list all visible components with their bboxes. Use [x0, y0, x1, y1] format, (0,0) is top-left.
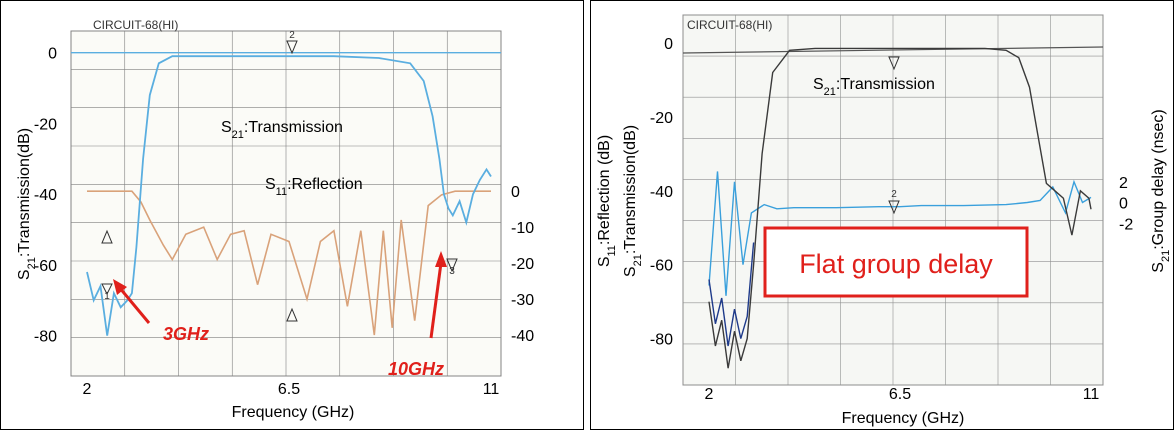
right-y-tick-label: 2 — [1119, 175, 1128, 192]
arrow-3ghz — [113, 279, 151, 324]
x-axis-ticks: 2 6.5 11 — [83, 381, 500, 398]
marker-2-label: 2 — [891, 189, 897, 200]
reference-line — [682, 46, 1104, 54]
marker-2-label: 2 — [289, 30, 295, 41]
x-tick-label: 2 — [83, 381, 92, 398]
s21-group-delay-chart: CIRCUIT-68(HI) 0 -20 -40 -60 -80 2 0 -2 2 6.5 11… — [596, 14, 1172, 427]
y-tick-label: -40 — [34, 187, 57, 204]
callout-box — [763, 226, 1029, 298]
right-y-tick-label: -30 — [511, 292, 534, 309]
y-tick-label: -20 — [34, 116, 57, 133]
callout-text: Flat group delay — [799, 249, 993, 279]
right-y-tick-label: -40 — [511, 328, 534, 345]
marker-1-label: 1 — [104, 291, 110, 302]
s21-transmission-line — [86, 55, 492, 336]
instrument-header: CIRCUIT-68(HI) — [93, 18, 178, 32]
y-axis-label-inner: S21:Transmission(dB) — [622, 125, 644, 277]
right-y-tick-label: -2 — [1119, 216, 1133, 233]
y-tick-label: -60 — [34, 258, 57, 275]
left-y-axis-ticks: 0 -20 -40 -60 -80 — [34, 46, 57, 346]
grid-lines — [682, 14, 1104, 386]
low-frequency-trace — [708, 242, 755, 347]
s21-series-label: S21:Transmission — [221, 119, 343, 141]
arrow-10ghz — [429, 251, 447, 339]
y-tick-label: -80 — [34, 329, 57, 346]
instrument-header: CIRCUIT-68(HI) — [687, 18, 772, 32]
chart-panel-left: CIRCUIT-68(HI) 0 -20 -40 -60 -80 0 -10 -20 -30 -… — [0, 0, 584, 430]
x-tick-label: 2 — [705, 386, 714, 403]
annotation-10ghz: 10GHz — [388, 359, 444, 379]
marker-3: 3 — [446, 258, 458, 277]
y-tick-label: 0 — [48, 46, 57, 63]
right-y-tick-label: -20 — [511, 256, 534, 273]
marker-2: 2 — [888, 56, 900, 215]
right-y-tick-label: -10 — [511, 220, 534, 237]
y-tick-label: -80 — [650, 332, 673, 349]
x-axis-label: Frequency (GHz) — [232, 404, 355, 421]
x-tick-label: 6.5 — [278, 381, 300, 398]
x-tick-label: 6.5 — [889, 386, 911, 403]
y-axis-label-outer: S11:Reflection (dB) — [596, 135, 618, 267]
s21-transmission-line — [708, 47, 1092, 369]
marker-3-label: 3 — [449, 266, 455, 277]
y-tick-label: -40 — [650, 184, 673, 201]
x-axis-label: Frequency (GHz) — [842, 410, 965, 427]
s21-series-label: S21:Transmission — [813, 76, 935, 98]
y-tick-label: -20 — [650, 110, 673, 127]
s21-s11-chart: CIRCUIT-68(HI) 0 -20 -40 -60 -80 0 -10 -20 -30 -… — [16, 18, 534, 421]
s11-series-label: S11:Reflection — [265, 176, 363, 198]
y-axis-label: S21:Transmission(dB) — [16, 128, 38, 280]
s11-reflection-line — [87, 190, 491, 336]
x-axis-ticks: 2 6.5 11 — [705, 386, 1100, 403]
y-tick-label: -60 — [650, 258, 673, 275]
right-y-axis-ticks: 0 -10 -20 -30 -40 — [511, 184, 534, 345]
y-tick-label: 0 — [664, 36, 673, 53]
marker-1: 1 — [101, 229, 113, 302]
annotation-3ghz: 3GHz — [163, 324, 209, 344]
right-y-axis-label: S21:Group delay (nsec) — [1150, 109, 1172, 272]
chart-panel-right: CIRCUIT-68(HI) 0 -20 -40 -60 -80 2 0 -2 2 6.5 11… — [590, 0, 1174, 430]
group-delay-line — [708, 171, 1092, 296]
x-tick-label: 11 — [483, 381, 500, 398]
left-y-axis-ticks: 0 -20 -40 -60 -80 — [650, 36, 673, 349]
right-y-tick-label: 0 — [511, 184, 520, 201]
x-tick-label: 11 — [1083, 386, 1100, 403]
right-y-axis-ticks: 2 0 -2 — [1119, 175, 1133, 233]
right-y-tick-label: 0 — [1119, 196, 1128, 213]
marker-2: 2 — [286, 30, 298, 322]
